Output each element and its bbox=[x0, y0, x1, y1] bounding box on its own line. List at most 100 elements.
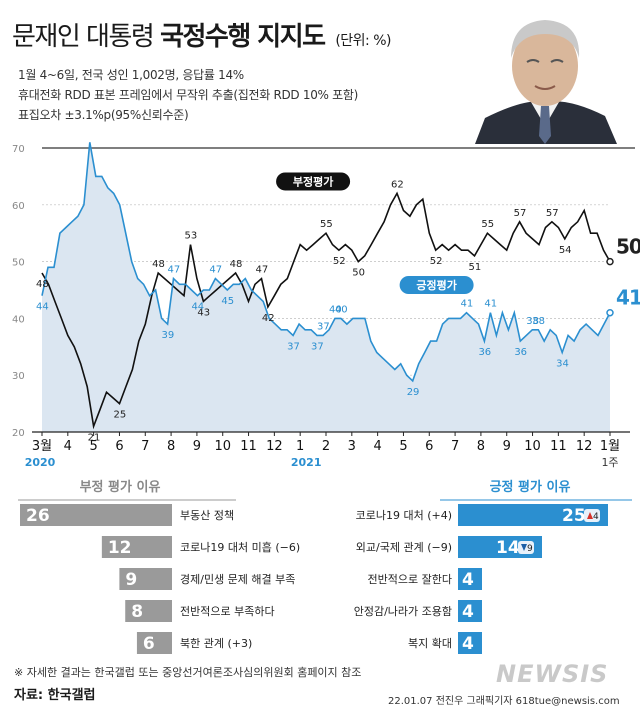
positive-value-label: 40 bbox=[329, 304, 342, 315]
positive-bar-3 bbox=[458, 568, 482, 590]
positive-value-label: 45 bbox=[221, 296, 234, 307]
positive-bar-5-label: 복지 확대 bbox=[408, 637, 452, 650]
negative-bar-3 bbox=[119, 568, 172, 590]
month-label: 12 bbox=[576, 439, 593, 454]
positive-bar-4-value: 4 bbox=[462, 602, 474, 622]
month-label: 4 bbox=[373, 439, 381, 454]
negative-value-label: 47 bbox=[255, 265, 268, 276]
title-part2: 국정수행 지지도 bbox=[160, 22, 326, 52]
positive-bar-4-label: 안정감/나라가 조용함 bbox=[354, 605, 452, 618]
month-label: 11 bbox=[240, 439, 257, 454]
positive-value-label: 36 bbox=[478, 347, 491, 358]
negative-value-label: 51 bbox=[468, 262, 481, 273]
sampling-info: 휴대전화 RDD 표본 프레임에서 무작위 추출(집전화 RDD 10% 포함) bbox=[18, 88, 359, 102]
legend-negative: 부정평가 bbox=[293, 174, 333, 188]
y-tick-label: 70 bbox=[12, 144, 25, 155]
positive-bar-1 bbox=[458, 504, 608, 526]
legend-negative-pill bbox=[276, 172, 351, 191]
positive-bar-3-label: 전반적으로 잘한다 bbox=[368, 573, 452, 586]
positive-bar-2-label: 외교/국제 관계 (−9) bbox=[356, 541, 452, 554]
positive-bar-3-value: 4 bbox=[462, 570, 474, 590]
positive-reasons-title: 긍정 평가 이유 bbox=[490, 479, 571, 495]
page-title: 문재인 대통령 국정수행 지지도 (단위: %) bbox=[12, 16, 391, 53]
month-label: 1 bbox=[296, 439, 304, 454]
negative-bar-5 bbox=[136, 632, 172, 654]
negative-value-end-dot bbox=[606, 257, 614, 266]
positive-value-label: 34 bbox=[556, 358, 569, 369]
positive-value-label: 44 bbox=[36, 302, 49, 313]
up-arrow-icon bbox=[587, 512, 593, 519]
negative-value-label: 25 bbox=[113, 410, 126, 421]
reason-bar-charts: 부정 평가 이유 26 부동산 정책 12 코로나19 대처 미흡 (−6) 9 경제/민생… bbox=[18, 479, 632, 654]
year-label: 2020 bbox=[25, 456, 56, 469]
positive-value-end-dot bbox=[606, 308, 614, 317]
positive-bar-2-change: 9 bbox=[527, 544, 533, 554]
source-label: 자료: 한국갤럽 bbox=[14, 688, 96, 703]
title-part1: 문재인 대통령 bbox=[12, 22, 155, 52]
negative-bar-2-label: 코로나19 대처 미흡 (−6) bbox=[180, 540, 300, 554]
positive-value-label: 41 bbox=[484, 299, 497, 310]
month-label: 7 bbox=[141, 439, 149, 454]
negative-bar-2 bbox=[101, 536, 172, 558]
down-arrow-icon bbox=[521, 544, 527, 551]
year-label: 2021 bbox=[291, 456, 322, 469]
negative-value-latest: 50 bbox=[616, 235, 640, 259]
positive-area bbox=[42, 142, 610, 433]
negative-bar-4-value: 8 bbox=[131, 602, 143, 622]
footnote: ※ 자세한 결과는 한국갤럽 또는 중앙선거여론조사심의위원회 홈페이지 참조 bbox=[14, 666, 362, 679]
negative-value-label: 55 bbox=[320, 219, 333, 230]
positive-value-label: 47 bbox=[209, 265, 222, 276]
month-label: 7 bbox=[451, 439, 459, 454]
portrait-photo bbox=[465, 6, 625, 144]
month-label: 10 bbox=[524, 439, 541, 454]
positive-series-line bbox=[41, 142, 611, 383]
negative-value-label: 57 bbox=[514, 208, 527, 219]
positive-value-label: 47 bbox=[168, 265, 181, 276]
negative-value-label: 21 bbox=[88, 432, 101, 443]
negative-series-line bbox=[41, 191, 611, 430]
positive-value-label: 39 bbox=[162, 330, 175, 341]
y-tick-label: 50 bbox=[12, 258, 25, 269]
negative-value-label: 57 bbox=[546, 208, 559, 219]
month-label: 5 bbox=[399, 439, 407, 454]
month-label: 6 bbox=[425, 439, 433, 454]
negative-reasons-title: 부정 평가 이유 bbox=[80, 479, 161, 495]
month-label: 3월 bbox=[32, 439, 52, 454]
positive-value-label: 41 bbox=[461, 299, 474, 310]
negative-value-label: 48 bbox=[36, 279, 49, 290]
negative-value-label: 62 bbox=[391, 179, 404, 190]
month-label: 9 bbox=[193, 439, 201, 454]
negative-value-label: 43 bbox=[197, 307, 210, 318]
positive-value-label: 36 bbox=[514, 347, 527, 358]
negative-value-label: 42 bbox=[262, 313, 275, 324]
negative-bar-4-label: 전반적으로 부족하다 bbox=[180, 604, 275, 618]
positive-bar-2-value: 14 bbox=[496, 538, 520, 558]
negative-value-label: 48 bbox=[230, 259, 243, 270]
negative-bar-3-label: 경제/민생 문제 해결 부족 bbox=[180, 572, 295, 586]
credit-label: 22.01.07 전진우 그래픽기자 618tue@newsis.com bbox=[388, 696, 620, 707]
month-label: 1월 bbox=[600, 439, 620, 454]
y-tick-label: 40 bbox=[12, 314, 25, 325]
negative-bar-1-value: 26 bbox=[26, 506, 50, 526]
month-label: 6 bbox=[115, 439, 123, 454]
month-label: 3 bbox=[348, 439, 356, 454]
negative-value-label: 52 bbox=[430, 256, 443, 267]
positive-bar-5-value: 4 bbox=[462, 634, 474, 654]
month-label: 12 bbox=[266, 439, 283, 454]
positive-bar-5 bbox=[458, 632, 482, 654]
positive-value-label: 37 bbox=[311, 341, 324, 352]
week-label: 1주 bbox=[601, 456, 618, 469]
positive-value-label: 38 bbox=[532, 316, 545, 327]
positive-bar-1-value: 25 bbox=[562, 506, 586, 526]
negative-bar-2-value: 12 bbox=[108, 538, 132, 558]
negative-bar-1 bbox=[20, 504, 172, 526]
positive-value-label: 37 bbox=[287, 341, 300, 352]
negative-value-label: 53 bbox=[184, 231, 197, 242]
negative-value-label: 55 bbox=[481, 219, 494, 230]
negative-bar-4 bbox=[125, 600, 172, 622]
negative-value-label: 54 bbox=[559, 245, 572, 256]
positive-value-label: 38 bbox=[526, 316, 539, 327]
negative-value-label: 50 bbox=[352, 268, 365, 279]
month-label: 9 bbox=[503, 439, 511, 454]
